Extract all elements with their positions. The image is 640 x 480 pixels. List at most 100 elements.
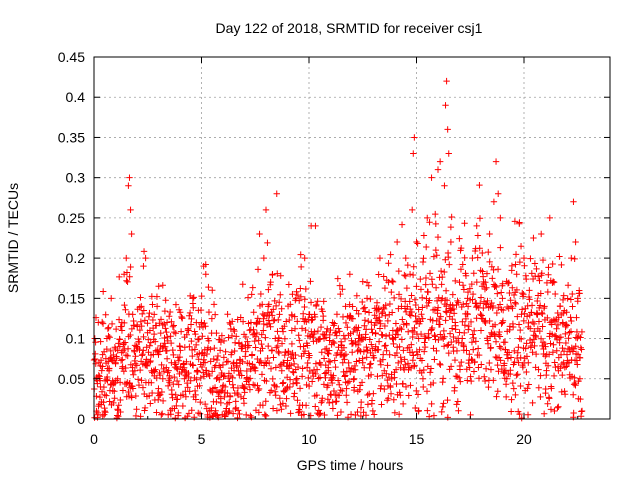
data-point [568, 317, 575, 325]
data-point [144, 329, 151, 336]
data-point [496, 301, 504, 308]
x-tick-label: 20 [516, 431, 532, 447]
data-point [311, 328, 318, 336]
data-point [556, 253, 563, 260]
data-point [137, 318, 145, 325]
data-point [559, 296, 567, 304]
data-point [302, 326, 309, 334]
data-point [243, 411, 250, 419]
data-point [140, 262, 147, 270]
data-point [424, 363, 431, 370]
data-point [382, 312, 389, 319]
data-point [441, 268, 448, 276]
data-point [475, 351, 483, 359]
data-point [234, 407, 242, 414]
data-point [483, 270, 491, 277]
data-point [192, 341, 200, 349]
data-point [387, 390, 395, 397]
data-point [398, 221, 406, 228]
data-point [532, 350, 540, 358]
data-point [411, 362, 418, 369]
data-point [127, 331, 134, 339]
data-point [149, 316, 157, 324]
data-point [422, 335, 429, 342]
data-point [225, 409, 232, 416]
data-point [239, 281, 246, 288]
data-point [524, 411, 532, 419]
data-point [368, 326, 375, 333]
data-point [312, 370, 319, 378]
data-point [220, 354, 228, 361]
data-point [497, 214, 504, 222]
data-point [412, 404, 419, 412]
data-point [195, 335, 203, 343]
data-point [437, 267, 445, 275]
data-point [200, 352, 208, 359]
y-tick-label: 0.05 [58, 371, 85, 387]
data-point [107, 347, 114, 355]
data-point [167, 339, 175, 347]
data-point [145, 313, 153, 320]
data-point [469, 290, 477, 298]
data-point [127, 263, 134, 271]
data-point [454, 398, 462, 405]
data-point [342, 319, 350, 327]
data-point [278, 305, 285, 312]
data-point [434, 304, 442, 311]
data-point [213, 398, 220, 406]
data-point [444, 414, 451, 421]
data-point [327, 326, 334, 334]
data-point [186, 292, 194, 300]
data-point [507, 297, 514, 304]
data-point [565, 335, 572, 342]
data-point [317, 410, 324, 417]
data-point [96, 393, 104, 401]
data-point [94, 380, 101, 387]
data-point [418, 357, 426, 364]
data-point [175, 409, 182, 417]
data-point [396, 389, 403, 396]
data-point [254, 266, 262, 273]
data-point [121, 301, 128, 309]
data-point [435, 336, 442, 344]
data-point [183, 331, 190, 338]
data-point [439, 273, 446, 281]
data-point [562, 339, 570, 347]
data-point [237, 393, 245, 401]
data-point [213, 356, 221, 364]
data-point [484, 340, 492, 347]
data-point [360, 348, 368, 355]
data-point [448, 325, 456, 332]
data-point [277, 272, 284, 279]
data-point [508, 396, 515, 403]
data-point [526, 296, 533, 303]
data-point [462, 315, 470, 323]
data-point [314, 298, 321, 305]
data-point [554, 309, 561, 317]
data-point [294, 363, 302, 371]
data-point [420, 255, 427, 262]
data-point [457, 266, 465, 273]
data-point [115, 340, 122, 347]
data-point [547, 340, 554, 347]
data-point [157, 316, 165, 323]
data-point [370, 354, 378, 362]
data-point [481, 373, 488, 380]
data-point [510, 291, 518, 299]
data-point [542, 385, 549, 393]
data-point [350, 328, 357, 336]
data-point [421, 343, 429, 351]
data-point [397, 354, 404, 361]
data-point [184, 325, 192, 332]
data-point [184, 413, 191, 420]
data-point [271, 388, 279, 395]
data-point [434, 233, 442, 241]
data-point [421, 339, 428, 346]
data-point [393, 238, 401, 246]
data-point [326, 399, 333, 407]
data-point [268, 312, 276, 319]
data-point [333, 332, 340, 339]
data-point [365, 309, 373, 316]
data-point [129, 367, 136, 375]
data-point [121, 339, 129, 346]
